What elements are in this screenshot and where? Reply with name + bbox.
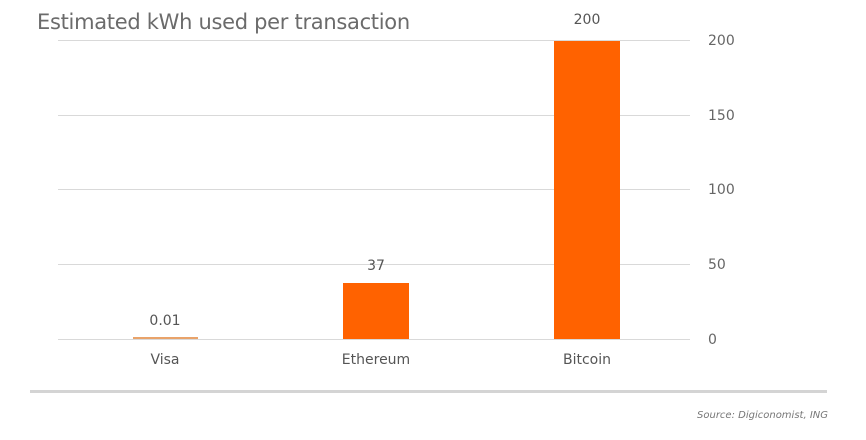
y-tick-50: 50 [708, 257, 726, 273]
gridline-200 [58, 40, 690, 41]
value-label-ethereum: 37 [367, 258, 385, 274]
source-note: Source: Digiconomist, ING [697, 410, 828, 421]
x-label-bitcoin: Bitcoin [562, 352, 612, 368]
bar-visa [133, 337, 198, 339]
value-label-bitcoin: 200 [573, 12, 601, 28]
y-tick-0: 0 [708, 332, 717, 348]
bar-ethereum [343, 283, 409, 339]
value-label-visa: 0.01 [149, 313, 181, 329]
gridline-50 [58, 264, 690, 265]
y-tick-100: 100 [708, 182, 735, 198]
y-tick-200: 200 [708, 33, 735, 49]
gridline-150 [58, 115, 690, 116]
gridline-100 [58, 189, 690, 190]
bar-bitcoin [554, 41, 620, 339]
y-tick-150: 150 [708, 108, 735, 124]
chart-title: Estimated kWh used per transaction [37, 10, 410, 34]
gridline-0 [58, 339, 690, 340]
footer-divider [30, 390, 827, 393]
x-label-visa: Visa [150, 352, 180, 368]
x-label-ethereum: Ethereum [341, 352, 411, 368]
